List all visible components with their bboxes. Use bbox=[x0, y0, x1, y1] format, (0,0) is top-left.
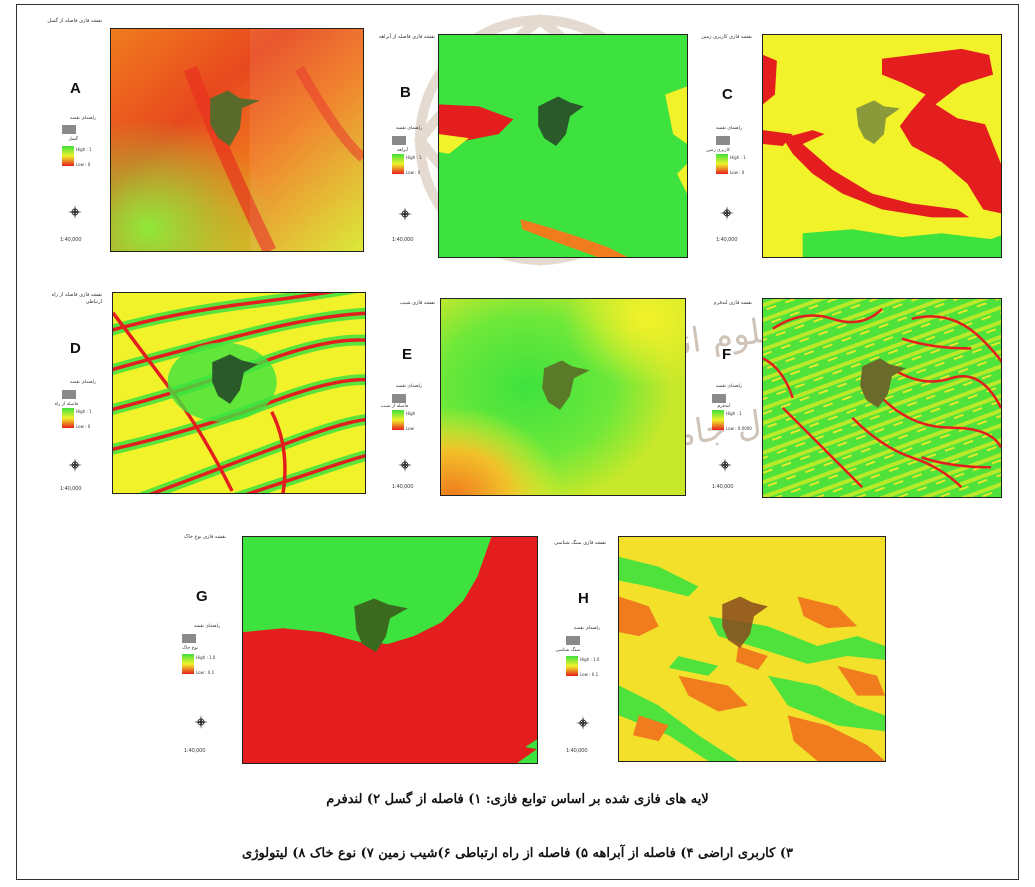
legend-high-label: High : 1 bbox=[76, 147, 92, 152]
scale-label: 1:40,000 bbox=[184, 748, 206, 754]
legend-high-label: High : 1 bbox=[406, 155, 422, 160]
legend-low-label: Low bbox=[406, 426, 414, 431]
legend-subtitle: کاربری زمین bbox=[706, 148, 730, 153]
legend-low-label: Low : 0 bbox=[730, 170, 745, 175]
panel-letter: C bbox=[722, 86, 733, 103]
legend-city-swatch bbox=[712, 394, 726, 403]
panel-letter: E bbox=[402, 346, 413, 363]
map-image-f bbox=[762, 298, 1002, 498]
map-image-b bbox=[438, 34, 688, 258]
legend-title: راهنمای نقشه bbox=[69, 116, 96, 121]
map-image-e bbox=[440, 298, 686, 496]
legend-high-label: High : 1.0 bbox=[196, 655, 216, 660]
legend-low-label: Low : 0 bbox=[76, 162, 91, 167]
panel-title: نقشه فازی سنگ شناسی bbox=[554, 540, 606, 546]
legend-low-label: Low : 0 bbox=[406, 170, 421, 175]
legend-color-ramp bbox=[392, 154, 404, 174]
scale-label: 1:40,000 bbox=[60, 237, 82, 243]
panel-letter: G bbox=[196, 588, 208, 605]
legend-subtitle: آبراهه bbox=[396, 148, 408, 153]
legend-title: راهنمای نقشه bbox=[715, 384, 742, 389]
north-arrow-icon bbox=[398, 458, 412, 472]
north-arrow-icon bbox=[68, 205, 82, 219]
panel-title: نقشه فازی فاصله از راه ارتباطی bbox=[51, 292, 102, 305]
north-arrow-icon bbox=[718, 458, 732, 472]
scale-label: 1:40,000 bbox=[60, 486, 82, 492]
legend-color-ramp bbox=[712, 410, 724, 430]
panel-title: نقشه فازی فاصله از گسل bbox=[47, 18, 102, 24]
scale-label: 1:40,000 bbox=[716, 237, 738, 243]
north-arrow-icon bbox=[398, 207, 412, 221]
legend-city-swatch bbox=[182, 634, 196, 643]
map-image-a bbox=[110, 28, 364, 252]
legend-subtitle: نوع خاک bbox=[182, 646, 198, 651]
legend-color-ramp bbox=[62, 146, 74, 166]
legend-color-ramp bbox=[566, 656, 578, 676]
legend-high-label: High : 1 bbox=[726, 411, 742, 416]
map-image-d bbox=[112, 292, 366, 494]
scale-label: 1:40,000 bbox=[392, 237, 414, 243]
scale-label: 1:40,000 bbox=[566, 748, 588, 754]
legend-city-swatch bbox=[392, 136, 406, 145]
legend-low-label: Low : 0 bbox=[76, 424, 91, 429]
figure-caption-line-1: لایه های فازی شده بر اساس توابع فازی: ۱)… bbox=[326, 792, 709, 807]
legend-title: راهنمای نقشه bbox=[395, 126, 422, 131]
north-arrow-icon bbox=[68, 458, 82, 472]
legend-color-ramp bbox=[62, 408, 74, 428]
map-image-c bbox=[762, 34, 1002, 258]
legend-color-ramp bbox=[182, 654, 194, 674]
scale-label: 1:40,000 bbox=[712, 484, 734, 490]
legend-high-label: High : 1 bbox=[76, 409, 92, 414]
legend-subtitle: لندفرم bbox=[717, 404, 730, 409]
legend-title: راهنمای نقشه bbox=[573, 626, 600, 631]
panel-title: نقشه فازی لندفرم bbox=[713, 300, 752, 306]
legend-color-ramp bbox=[392, 410, 404, 430]
legend-low-label: Low : 0.1 bbox=[196, 670, 215, 675]
legend-subtitle: سنگ شناسی bbox=[555, 648, 580, 653]
north-arrow-icon bbox=[576, 716, 590, 730]
legend-city-swatch bbox=[392, 394, 406, 403]
legend-subtitle: فاصله از شیب bbox=[380, 404, 408, 409]
legend-subtitle: گسل bbox=[68, 137, 78, 142]
panel-letter: D bbox=[70, 340, 81, 357]
legend-subtitle: فاصله از راه bbox=[54, 402, 78, 407]
legend-low-label: Low : 0.1 bbox=[580, 672, 599, 677]
map-image-h bbox=[618, 536, 886, 762]
legend-title: راهنمای نقشه bbox=[395, 384, 422, 389]
legend-high-label: High bbox=[406, 411, 416, 416]
legend-city-swatch bbox=[62, 390, 76, 399]
legend-title: راهنمای نقشه bbox=[193, 624, 220, 629]
panel-title: نقشه فازی فاصله از آبراهه bbox=[378, 34, 435, 40]
legend-city-swatch bbox=[62, 125, 76, 134]
panel-title: نقشه فازی نوع خاک bbox=[183, 534, 226, 540]
scale-label: 1:40,000 bbox=[392, 484, 414, 490]
panel-letter: A bbox=[70, 80, 81, 97]
legend-low-label: Low : 0.0000 bbox=[726, 426, 752, 431]
north-arrow-icon bbox=[720, 206, 734, 220]
map-image-g bbox=[242, 536, 538, 764]
legend-high-label: High : 1 bbox=[730, 155, 746, 160]
legend-high-label: High : 1.0 bbox=[580, 657, 600, 662]
legend-title: راهنمای نقشه bbox=[69, 380, 96, 385]
legend-city-swatch bbox=[566, 636, 580, 645]
panel-letter: H bbox=[578, 590, 589, 607]
panel-title: نقشه فازی شیب bbox=[399, 300, 435, 306]
panel-title: نقشه فازی کاربری زمین bbox=[701, 34, 752, 40]
north-arrow-icon bbox=[194, 715, 208, 729]
figure-caption-line-2: ۳) کاربری اراضی ۴) فاصله از آبراهه ۵) فا… bbox=[242, 846, 793, 861]
panel-letter: B bbox=[400, 84, 411, 101]
panel-letter: F bbox=[722, 346, 732, 363]
legend-color-ramp bbox=[716, 154, 728, 174]
legend-city-swatch bbox=[716, 136, 730, 145]
legend-title: راهنمای نقشه bbox=[715, 126, 742, 131]
